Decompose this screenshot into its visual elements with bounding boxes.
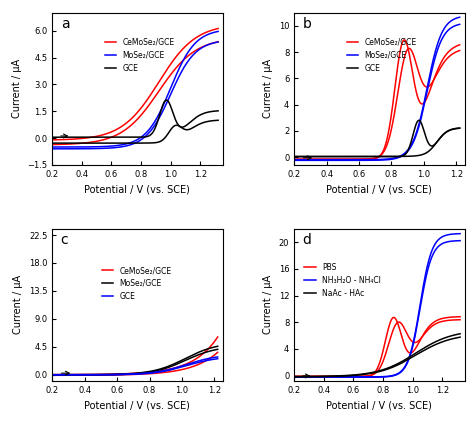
X-axis label: Potential / V (vs. SCE): Potential / V (vs. SCE) — [84, 184, 190, 194]
Y-axis label: Current / μA: Current / μA — [263, 275, 273, 334]
Text: d: d — [302, 233, 311, 247]
Text: c: c — [61, 233, 68, 247]
Text: a: a — [61, 18, 69, 31]
X-axis label: Potential / V (vs. SCE): Potential / V (vs. SCE) — [327, 184, 432, 194]
Y-axis label: Current / μA: Current / μA — [263, 59, 273, 119]
X-axis label: Potential / V (vs. SCE): Potential / V (vs. SCE) — [327, 400, 432, 410]
Legend: PBS, NH₃H₂O - NH₄Cl, NaAc - HAc: PBS, NH₃H₂O - NH₄Cl, NaAc - HAc — [301, 260, 384, 301]
Y-axis label: Current / μA: Current / μA — [11, 59, 22, 119]
Y-axis label: Current / μA: Current / μA — [13, 275, 23, 334]
Text: b: b — [302, 18, 311, 31]
Legend: CeMoSe₂/GCE, MoSe₂/GCE, GCE: CeMoSe₂/GCE, MoSe₂/GCE, GCE — [102, 35, 178, 76]
X-axis label: Potential / V (vs. SCE): Potential / V (vs. SCE) — [84, 400, 190, 410]
Legend: CeMoSe₂/GCE, MoSe₂/GCE, GCE: CeMoSe₂/GCE, MoSe₂/GCE, GCE — [99, 263, 174, 304]
Legend: CeMoSe₂/GCE, MoSe₂/GCE, GCE: CeMoSe₂/GCE, MoSe₂/GCE, GCE — [344, 35, 420, 76]
